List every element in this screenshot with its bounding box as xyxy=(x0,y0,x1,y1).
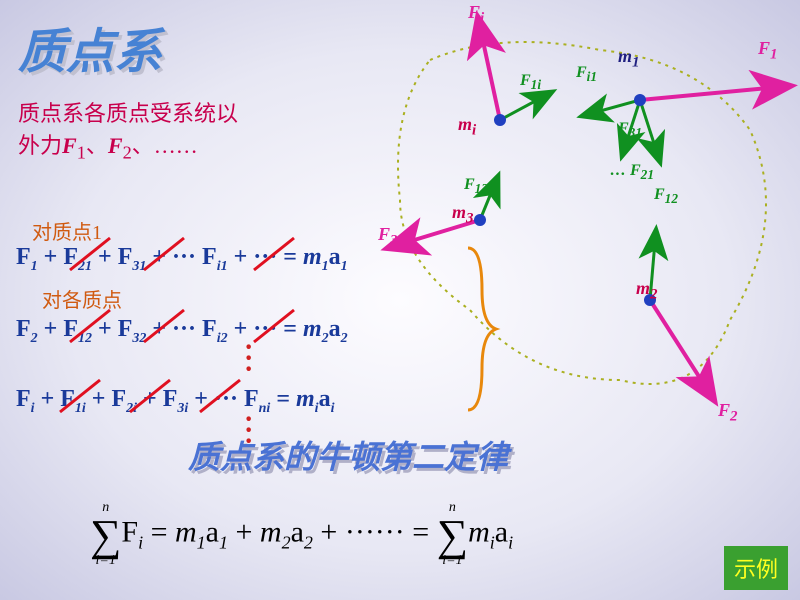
force-label-F12: F12 xyxy=(654,186,678,207)
node-label-m3: m3 xyxy=(452,202,474,228)
force-label-F2: F2 xyxy=(718,400,738,426)
example-button[interactable]: 示例 xyxy=(724,546,788,590)
node-label-mi: mi xyxy=(458,114,476,140)
page-title: 质点系 xyxy=(18,12,162,82)
force-label-Fi: Fi xyxy=(468,2,484,28)
label-for-each: 对各质点 xyxy=(42,284,122,313)
desc-line1: 质点系各质点受系统以 xyxy=(18,96,238,128)
label-for-p1: 对质点1 xyxy=(32,216,102,245)
subtitle2: 质点系的牛顿第二定律 xyxy=(188,432,508,478)
brace xyxy=(468,248,496,410)
equation-2: F2 + F12 + F32 + ··· Fi2 + ··· = m2a2 xyxy=(16,316,348,347)
final-formula: n ∑ i=1 Fi = m1a1 + m2a2 + ······ = n ∑ … xyxy=(90,500,513,569)
force-label-Fi1: Fi1 xyxy=(576,64,597,85)
force-label-F31: F31 xyxy=(618,120,642,141)
force-label-F1i: F1i xyxy=(520,72,541,93)
equation-1: F1 + F21 + F31 + ··· Fi1 + ··· = m1a1 xyxy=(16,244,348,275)
node-label-m1: m1 xyxy=(618,46,640,72)
node-label-m2: m2 xyxy=(636,278,658,304)
force-label-F13: F13 xyxy=(464,176,488,197)
equation-i: Fi + F1i + F2i + F3i + ··· Fni = miai xyxy=(16,386,334,417)
vdots-1: ··· xyxy=(244,342,253,376)
force-label-F1: F1 xyxy=(758,38,778,64)
force-label-F3: F3 xyxy=(378,224,398,250)
desc-line2: 外力F1、F2、…… xyxy=(18,128,198,163)
force-label-F21: … F21 xyxy=(610,162,654,183)
